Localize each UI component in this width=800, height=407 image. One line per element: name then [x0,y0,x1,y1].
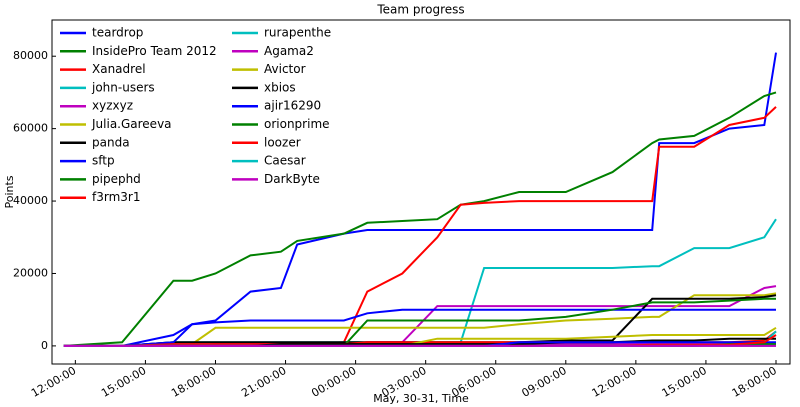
legend-label: Xanadrel [92,62,146,76]
legend-label: panda [92,135,130,149]
x-tick-label: 21:00:00 [239,364,288,400]
x-axis-label: May, 30-31, Time [373,392,469,405]
series-line [63,285,777,347]
y-axis-label: Points [3,175,16,208]
legend-label: xyzxyz [92,99,133,113]
legend-label: orionprime [264,117,330,131]
x-tick-label: 18:00:00 [730,364,779,400]
legend-label: john-users [91,80,155,94]
legend-label: Julia.Gareeva [91,117,172,131]
legend-label: loozer [264,135,301,149]
legend-label: xbios [264,80,296,94]
legend-label: rurapenthe [264,26,331,40]
series-line [63,91,777,347]
legend-label: Avictor [264,62,306,76]
x-tick-label: 15:00:00 [99,364,148,400]
x-tick-label: 12:00:00 [29,364,78,400]
y-tick-label: 0 [41,339,48,352]
y-tick-label: 60000 [13,122,48,135]
x-tick-label: 15:00:00 [660,364,709,400]
legend-label: pipephd [92,172,141,186]
legend-label: sftp [92,154,115,168]
y-tick-label: 20000 [13,266,48,279]
legend-label: DarkByte [264,172,320,186]
series-line [63,52,777,347]
y-tick-label: 40000 [13,194,48,207]
legend-label: f3rm3r1 [92,190,140,204]
legend-label: ajir16290 [264,99,321,113]
plot-frame [51,19,791,365]
legend-label: teardrop [92,26,143,40]
legend-label: InsidePro Team 2012 [92,44,217,58]
series-line [63,308,776,347]
chart-title: Team progress [376,3,464,17]
x-tick-label: 06:00:00 [449,364,498,400]
x-tick-label: 12:00:00 [590,364,639,400]
x-tick-label: 18:00:00 [169,364,218,400]
legend-label: Agama2 [264,44,314,58]
legend-label: Caesar [264,154,306,168]
x-tick-label: 09:00:00 [520,364,569,400]
y-tick-label: 80000 [13,49,48,62]
x-tick-label: 00:00:00 [309,364,358,400]
